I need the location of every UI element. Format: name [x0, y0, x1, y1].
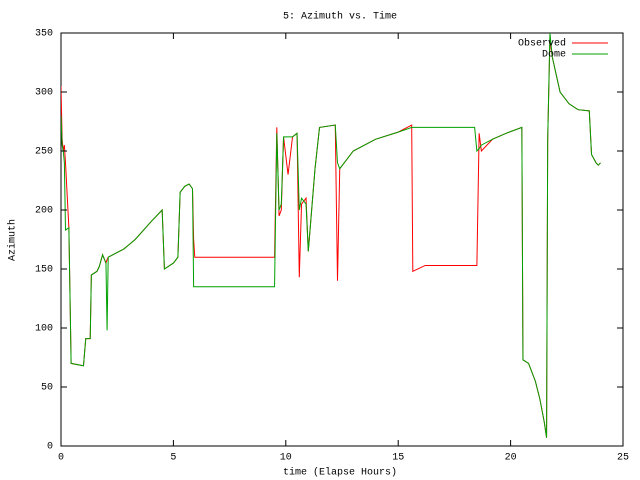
x-tick-label: 10 — [280, 453, 292, 464]
legend-label: Observed — [518, 38, 566, 50]
x-tick-label: 20 — [505, 453, 517, 464]
y-axis-label: Azimuth — [7, 219, 19, 261]
x-axis-label: time (Elapse Hours) — [283, 467, 397, 479]
plot-frame — [60, 32, 624, 447]
legend-label: Dome — [542, 50, 566, 61]
data-line — [61, 33, 601, 438]
y-tick-label: 300 — [35, 88, 53, 99]
chart-title: 5: Azimuth vs. Time — [283, 11, 397, 23]
x-tick-label: 5 — [170, 453, 176, 464]
y-tick-label: 0 — [47, 442, 53, 453]
plot-area — [61, 33, 601, 438]
x-tick-label: 0 — [58, 453, 64, 464]
y-tick-label: 350 — [35, 29, 53, 40]
y-tick-label: 150 — [35, 265, 53, 276]
x-tick-label: 15 — [392, 453, 404, 464]
y-tick-label: 250 — [35, 147, 53, 158]
x-tick-label: 25 — [617, 453, 629, 464]
y-tick-label: 50 — [41, 383, 53, 394]
y-tick-label: 200 — [35, 206, 53, 217]
y-tick-label: 100 — [35, 324, 53, 335]
